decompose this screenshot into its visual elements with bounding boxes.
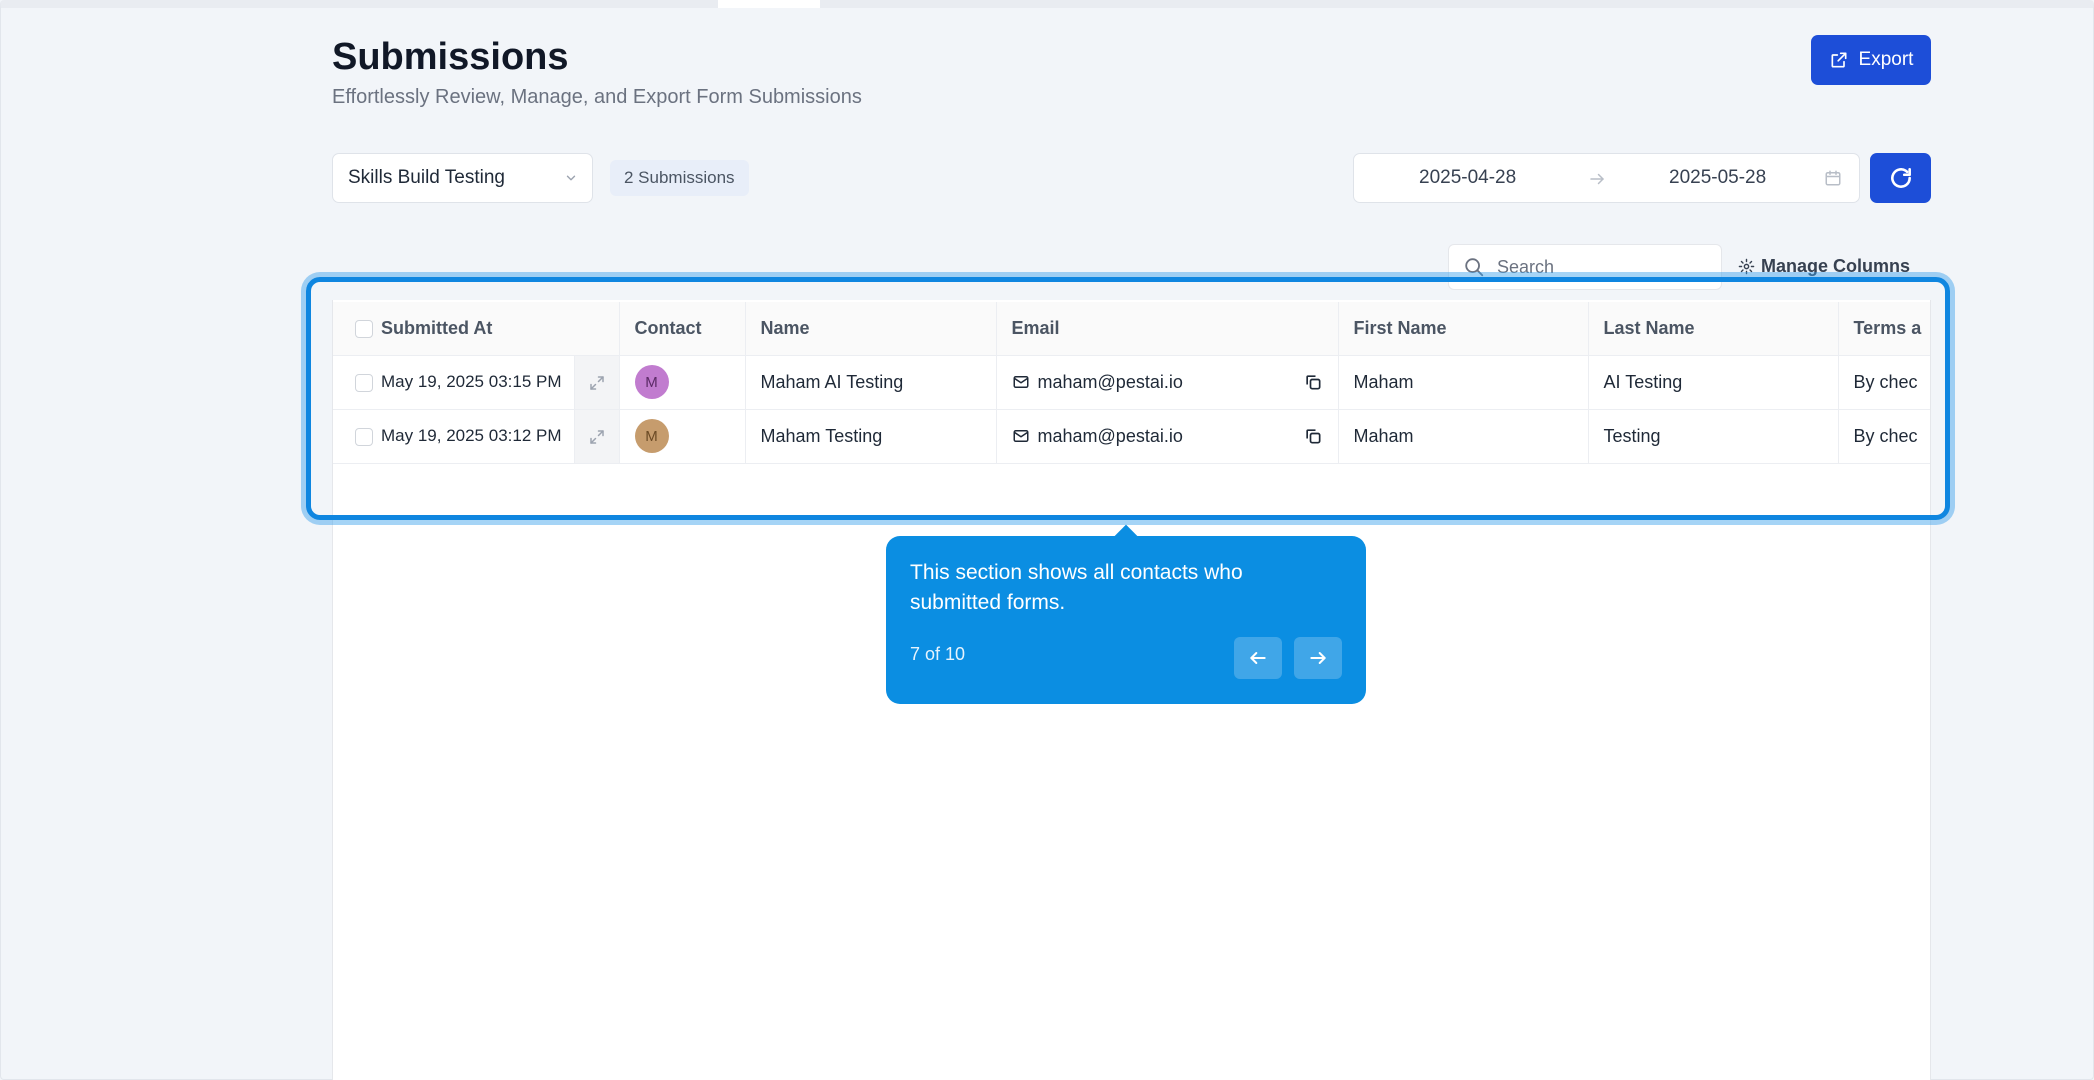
submitted-at-cell: May 19, 2025 03:15 PM bbox=[381, 355, 575, 410]
search-box[interactable] bbox=[1448, 244, 1722, 290]
arrow-right-icon bbox=[1310, 652, 1326, 664]
submitted-at-cell: May 19, 2025 03:12 PM bbox=[381, 409, 575, 464]
form-select[interactable]: Skills Build Testing bbox=[332, 153, 593, 203]
copy-icon[interactable] bbox=[1303, 426, 1323, 446]
export-button[interactable]: Export bbox=[1811, 35, 1931, 85]
expand-icon[interactable] bbox=[588, 428, 606, 446]
manage-columns-button[interactable]: Manage Columns bbox=[1738, 256, 1910, 277]
refresh-button[interactable] bbox=[1870, 153, 1931, 203]
search-icon bbox=[1465, 258, 1484, 277]
date-range-picker[interactable]: 2025-04-28 2025-05-28 bbox=[1353, 153, 1860, 203]
select-all-cell bbox=[333, 302, 381, 356]
tour-prev-button[interactable] bbox=[1234, 637, 1282, 679]
tour-popover: This section shows all contacts who subm… bbox=[886, 524, 1366, 704]
tour-step-counter: 7 of 10 bbox=[910, 644, 966, 664]
last-name-cell: Testing bbox=[1588, 409, 1839, 464]
chevron-down-icon bbox=[566, 175, 576, 181]
expand-cell[interactable] bbox=[574, 409, 620, 464]
submission-count-badge: 2 Submissions bbox=[610, 160, 749, 196]
page-title: Submissions bbox=[332, 36, 569, 78]
name-cell: Maham AI Testing bbox=[745, 355, 997, 410]
export-icon bbox=[1831, 52, 1847, 68]
email-cell: maham@pestai.io bbox=[996, 409, 1339, 464]
table-row[interactable]: May 19, 2025 03:12 PM M Maham Testing ma… bbox=[333, 409, 1930, 464]
contact-cell: M bbox=[619, 355, 746, 410]
date-start[interactable]: 2025-04-28 bbox=[1419, 167, 1517, 188]
select-all-checkbox[interactable] bbox=[355, 320, 373, 338]
table-header-row: Submitted At Contact Name Email First Na… bbox=[333, 302, 1930, 356]
date-end[interactable]: 2025-05-28 bbox=[1669, 167, 1767, 188]
column-header-terms[interactable]: Terms a bbox=[1838, 302, 1930, 356]
arrow-left-icon bbox=[1250, 652, 1266, 664]
arrow-right-icon bbox=[1590, 173, 1604, 185]
table-row[interactable]: May 19, 2025 03:15 PM M Maham AI Testing… bbox=[333, 355, 1930, 410]
column-header-submitted-at[interactable]: Submitted At bbox=[381, 302, 620, 356]
mail-icon bbox=[1013, 376, 1029, 388]
tour-next-button[interactable] bbox=[1294, 637, 1342, 679]
submissions-table: Submitted At Contact Name Email First Na… bbox=[333, 302, 1930, 464]
name-cell: Maham Testing bbox=[745, 409, 997, 464]
last-name-cell: AI Testing bbox=[1588, 355, 1839, 410]
first-name-cell: Maham bbox=[1338, 355, 1589, 410]
row-checkbox[interactable] bbox=[355, 373, 373, 392]
manage-columns-label: Manage Columns bbox=[1761, 256, 1911, 276]
top-tab-indicator bbox=[718, 0, 820, 8]
terms-cell: By chec bbox=[1838, 355, 1930, 410]
column-header-contact[interactable]: Contact bbox=[619, 302, 746, 356]
column-header-first-name[interactable]: First Name bbox=[1338, 302, 1589, 356]
expand-icon[interactable] bbox=[588, 374, 606, 392]
form-select-value: Skills Build Testing bbox=[348, 167, 506, 188]
column-header-name[interactable]: Name bbox=[745, 302, 997, 356]
row-select-cell bbox=[333, 409, 381, 464]
export-label: Export bbox=[1858, 49, 1914, 70]
column-header-email[interactable]: Email bbox=[996, 302, 1339, 356]
mail-icon bbox=[1013, 430, 1029, 442]
expand-cell[interactable] bbox=[574, 355, 620, 410]
email-cell: maham@pestai.io bbox=[996, 355, 1339, 410]
terms-cell: By chec bbox=[1838, 409, 1930, 464]
tour-text: This section shows all contacts who subm… bbox=[910, 561, 1243, 614]
page-subtitle: Effortlessly Review, Manage, and Export … bbox=[332, 86, 862, 108]
refresh-icon bbox=[1890, 168, 1911, 188]
search-input[interactable] bbox=[1497, 256, 1697, 278]
row-select-cell bbox=[333, 355, 381, 410]
email-value: maham@pestai.io bbox=[1037, 371, 1183, 392]
calendar-icon bbox=[1825, 170, 1841, 186]
copy-icon[interactable] bbox=[1303, 372, 1323, 392]
contact-cell: M bbox=[619, 409, 746, 464]
avatar[interactable]: M bbox=[634, 365, 669, 399]
gear-icon bbox=[1738, 258, 1755, 275]
first-name-cell: Maham bbox=[1338, 409, 1589, 464]
avatar[interactable]: M bbox=[634, 419, 669, 453]
row-checkbox[interactable] bbox=[355, 427, 373, 446]
email-value: maham@pestai.io bbox=[1037, 425, 1183, 446]
column-header-last-name[interactable]: Last Name bbox=[1588, 302, 1839, 356]
